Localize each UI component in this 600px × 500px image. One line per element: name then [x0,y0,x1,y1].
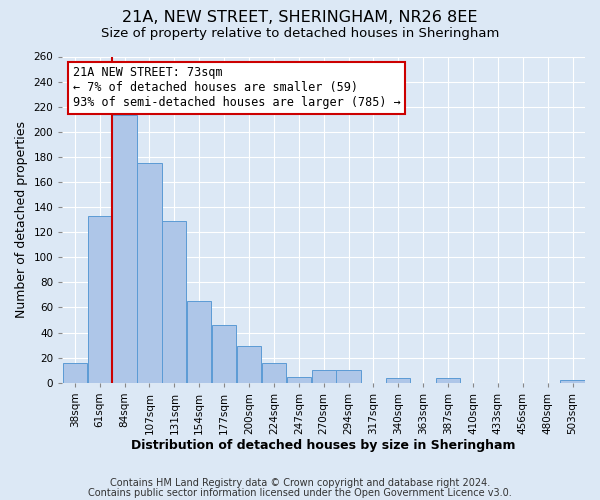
Bar [237,346,261,383]
Text: 21A, NEW STREET, SHERINGHAM, NR26 8EE: 21A, NEW STREET, SHERINGHAM, NR26 8EE [122,10,478,25]
Bar [88,216,112,383]
Bar [137,163,161,383]
Bar [436,378,460,383]
Bar [560,380,584,383]
Bar [287,376,311,383]
X-axis label: Distribution of detached houses by size in Sheringham: Distribution of detached houses by size … [131,440,516,452]
Text: 21A NEW STREET: 73sqm
← 7% of detached houses are smaller (59)
93% of semi-detac: 21A NEW STREET: 73sqm ← 7% of detached h… [73,66,401,110]
Text: Size of property relative to detached houses in Sheringham: Size of property relative to detached ho… [101,28,499,40]
Bar [162,221,187,383]
Bar [311,370,336,383]
Text: Contains HM Land Registry data © Crown copyright and database right 2024.: Contains HM Land Registry data © Crown c… [110,478,490,488]
Text: Contains public sector information licensed under the Open Government Licence v3: Contains public sector information licen… [88,488,512,498]
Bar [112,116,137,383]
Bar [337,370,361,383]
Bar [212,325,236,383]
Bar [187,301,211,383]
Bar [386,378,410,383]
Y-axis label: Number of detached properties: Number of detached properties [15,121,28,318]
Bar [262,362,286,383]
Bar [63,362,87,383]
